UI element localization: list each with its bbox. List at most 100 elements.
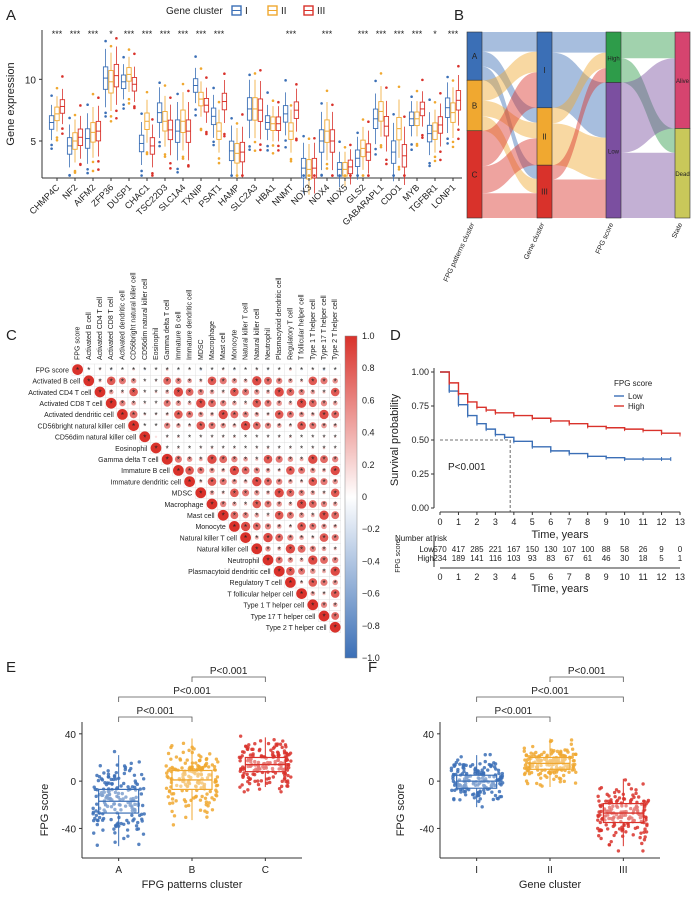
jitter-point [208, 752, 212, 756]
jitter-point [472, 792, 476, 796]
corr-star: * [266, 512, 269, 521]
jitter-point [276, 758, 281, 762]
jitter-point [174, 799, 178, 803]
jitter-point [199, 772, 203, 776]
risk-value: 141 [470, 554, 484, 563]
comparison-pvalue: P<0.001 [137, 706, 175, 717]
sankey-node-label: Low [608, 149, 620, 155]
jitter-point [253, 759, 257, 764]
corr-star: * [266, 445, 269, 454]
outlier [217, 157, 221, 160]
outlier [68, 174, 71, 177]
jitter-point [571, 752, 576, 756]
outlier [169, 161, 172, 165]
corr-circle [206, 498, 218, 510]
corr-circle [131, 400, 136, 406]
row-label: Eosinophil [115, 446, 148, 453]
outlier [266, 149, 269, 152]
corr-circle [298, 388, 305, 396]
jitter-point [112, 774, 117, 779]
jitter-point [481, 771, 486, 776]
corr-star: * [278, 456, 281, 465]
outlier [104, 111, 107, 115]
significance-mark: *** [142, 29, 153, 39]
jitter-point [616, 849, 621, 853]
corr-circle [221, 468, 226, 473]
sankey-flow [552, 123, 606, 180]
outlier [140, 169, 143, 173]
outlier [73, 169, 77, 173]
outlier [181, 155, 185, 159]
row-label: CD56bright natural killer cell [37, 423, 125, 430]
risk-value: 221 [489, 545, 503, 554]
corr-circle [165, 368, 169, 371]
corr-star: * [87, 366, 90, 375]
risk-value: 26 [639, 545, 648, 554]
outlier [248, 148, 251, 151]
jitter-point [253, 741, 257, 746]
jitter-point [115, 822, 119, 826]
jitter-point [282, 777, 287, 781]
outlier [223, 134, 226, 138]
jitter-point [171, 767, 175, 771]
jitter-point [624, 830, 628, 834]
corr-star: * [255, 445, 258, 454]
risk-value: 234 [433, 554, 447, 563]
corr-circle [264, 477, 272, 486]
outlier [392, 174, 395, 177]
corr-circle [310, 467, 316, 474]
corr-star: * [222, 467, 225, 476]
outlier [361, 174, 365, 177]
corr-star: * [289, 489, 292, 498]
corr-circle [219, 478, 227, 486]
y-tick-label: 0.25 [411, 469, 429, 479]
risk-x-tick-label: 11 [638, 572, 647, 582]
significance-mark: *** [358, 29, 369, 39]
panel-c-correlation-heatmap: FPG score FPG score * * * * * * * * * * * * * * * * * * * * * *… [28, 272, 380, 663]
corr-circle [321, 523, 327, 530]
row-label: Activated B cell [32, 379, 80, 386]
corr-star: * [177, 400, 180, 409]
outlier [187, 89, 190, 93]
jitter-point [612, 823, 617, 827]
corr-star: * [311, 534, 314, 543]
corr-circle [154, 379, 158, 382]
jitter-point [522, 749, 526, 753]
corr-circle [106, 376, 116, 386]
corr-star: * [289, 545, 292, 554]
corr-star: * [334, 512, 337, 521]
risk-x-tick-label: 9 [604, 572, 609, 582]
jitter-point [611, 804, 615, 808]
corr-star: * [166, 389, 169, 398]
corr-circle [175, 400, 182, 406]
colorbar-tick-label: −0.6 [362, 589, 380, 599]
panel-label-e: E [6, 659, 16, 676]
sankey-flow [482, 100, 537, 139]
corr-star: * [244, 512, 247, 521]
y-tick-label: 0.75 [411, 401, 429, 411]
corr-circle [163, 376, 172, 385]
jitter-point [637, 795, 641, 799]
corr-circle [198, 411, 204, 418]
corr-star: * [87, 377, 90, 386]
row-label: Activated CD4 T cell [28, 390, 92, 397]
corr-circle [322, 468, 326, 473]
corr-star: * [177, 456, 180, 465]
jitter-point [628, 806, 633, 811]
corr-circle [254, 389, 260, 395]
x-tick-label: 5 [530, 517, 535, 527]
jitter-point [464, 771, 469, 776]
corr-circle [199, 479, 203, 484]
outlier [194, 55, 197, 58]
jitter-point [99, 790, 104, 795]
outlier [289, 159, 293, 163]
corr-circle [288, 524, 293, 529]
corr-circle [132, 368, 135, 371]
corr-star: * [266, 377, 269, 386]
corr-star: * [143, 366, 146, 375]
corr-circle [199, 435, 202, 438]
corr-circle [154, 413, 158, 416]
jitter-point [476, 783, 480, 787]
sankey-flow [621, 58, 675, 153]
